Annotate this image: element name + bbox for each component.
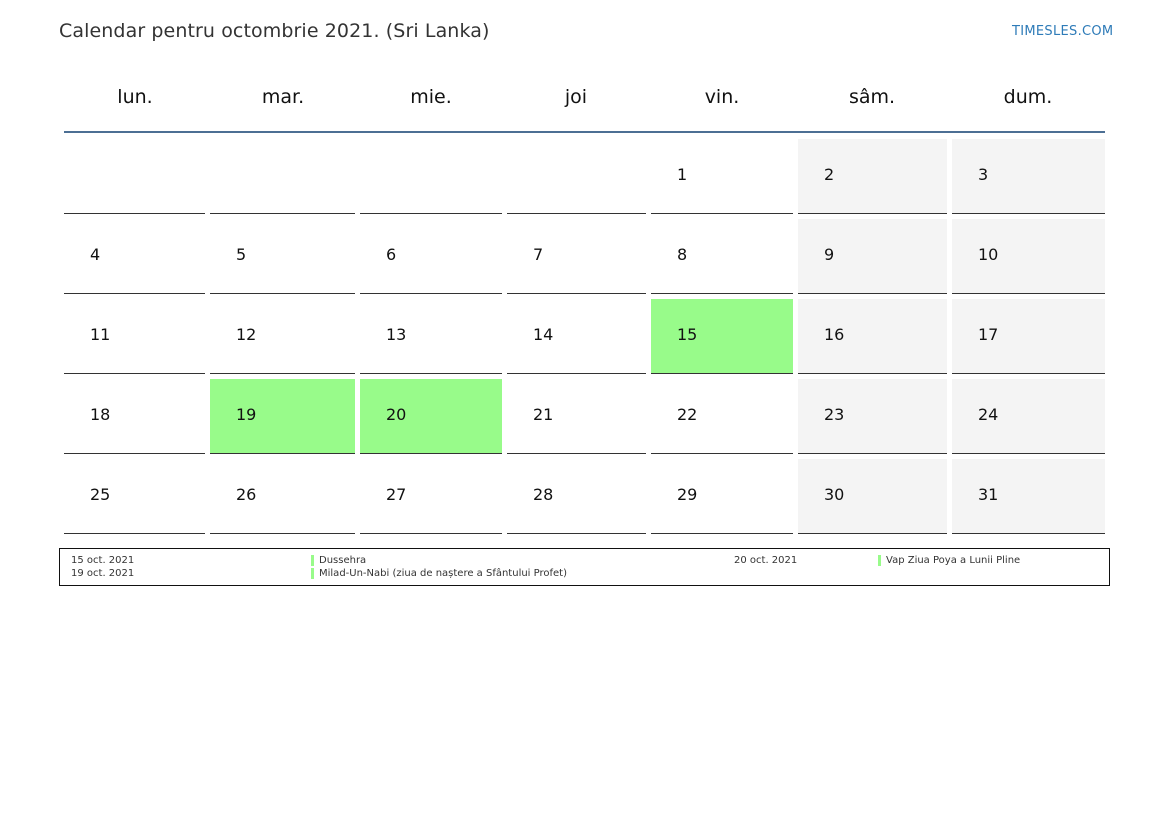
day-number: 7 <box>533 245 544 264</box>
day-cell: 23 <box>798 379 947 454</box>
day-cell: 19 <box>210 379 355 454</box>
legend-color-swatch <box>878 555 881 566</box>
page-title: Calendar pentru octombrie 2021. (Sri Lan… <box>59 20 490 42</box>
day-cell: 16 <box>798 299 947 374</box>
weekday-header: mar. <box>261 86 305 108</box>
empty-day-cell <box>360 139 502 214</box>
day-cell: 14 <box>507 299 646 374</box>
empty-day-cell <box>507 139 646 214</box>
day-number: 27 <box>386 485 407 504</box>
day-number: 4 <box>90 245 101 264</box>
day-cell: 13 <box>360 299 502 374</box>
header-rule <box>64 131 1105 133</box>
day-number: 30 <box>824 485 845 504</box>
weekday-header: joi <box>564 86 588 108</box>
day-number: 11 <box>90 325 111 344</box>
day-cell: 18 <box>64 379 205 454</box>
day-cell: 4 <box>64 219 205 294</box>
day-cell: 15 <box>651 299 793 374</box>
day-number: 20 <box>386 405 407 424</box>
day-cell: 8 <box>651 219 793 294</box>
day-number: 18 <box>90 405 111 424</box>
weekday-header: vin. <box>704 86 740 108</box>
weekday-header: dum. <box>1003 86 1053 108</box>
day-cell: 17 <box>952 299 1105 374</box>
day-cell: 26 <box>210 459 355 534</box>
empty-day-cell <box>210 139 355 214</box>
day-cell: 20 <box>360 379 502 454</box>
day-cell: 29 <box>651 459 793 534</box>
day-number: 24 <box>978 405 999 424</box>
day-number: 9 <box>824 245 835 264</box>
weekday-header: sâm. <box>848 86 896 108</box>
day-number: 26 <box>236 485 257 504</box>
day-number: 23 <box>824 405 845 424</box>
day-number: 16 <box>824 325 845 344</box>
legend-date-3: 20 oct. 2021 <box>734 555 798 566</box>
day-number: 8 <box>677 245 688 264</box>
day-cell: 27 <box>360 459 502 534</box>
day-number: 21 <box>533 405 554 424</box>
day-cell: 25 <box>64 459 205 534</box>
day-cell: 31 <box>952 459 1105 534</box>
day-cell: 2 <box>798 139 947 214</box>
day-cell: 24 <box>952 379 1105 454</box>
legend-color-swatch <box>311 568 314 579</box>
holiday-legend: 15 oct. 2021 Dussehra 19 oct. 2021 Milad… <box>59 548 1110 586</box>
day-cell: 21 <box>507 379 646 454</box>
day-cell: 12 <box>210 299 355 374</box>
day-cell: 28 <box>507 459 646 534</box>
legend-name-1: Dussehra <box>319 555 367 566</box>
day-number: 5 <box>236 245 247 264</box>
empty-day-cell <box>64 139 205 214</box>
weekday-header: mie. <box>410 86 452 108</box>
day-number: 22 <box>677 405 698 424</box>
day-number: 6 <box>386 245 397 264</box>
day-number: 15 <box>677 325 698 344</box>
day-cell: 11 <box>64 299 205 374</box>
day-number: 12 <box>236 325 257 344</box>
legend-name-2: Milad-Un-Nabi (ziua de naștere a Sfântul… <box>319 568 568 579</box>
day-number: 10 <box>978 245 999 264</box>
weekday-header: lun. <box>117 86 153 108</box>
day-cell: 30 <box>798 459 947 534</box>
day-number: 13 <box>386 325 407 344</box>
day-number: 31 <box>978 485 999 504</box>
day-number: 28 <box>533 485 554 504</box>
day-number: 25 <box>90 485 111 504</box>
day-cell: 1 <box>651 139 793 214</box>
day-cell: 7 <box>507 219 646 294</box>
day-number: 2 <box>824 165 835 184</box>
day-number: 29 <box>677 485 698 504</box>
day-cell: 10 <box>952 219 1105 294</box>
legend-date-1: 15 oct. 2021 <box>71 555 135 566</box>
day-number: 1 <box>677 165 688 184</box>
legend-date-2: 19 oct. 2021 <box>71 568 135 579</box>
day-number: 3 <box>978 165 989 184</box>
day-cell: 6 <box>360 219 502 294</box>
legend-name-3: Vap Ziua Poya a Lunii Pline <box>886 555 1021 566</box>
day-number: 14 <box>533 325 554 344</box>
day-number: 17 <box>978 325 999 344</box>
day-cell: 3 <box>952 139 1105 214</box>
day-cell: 5 <box>210 219 355 294</box>
day-cell: 22 <box>651 379 793 454</box>
day-number: 19 <box>236 405 257 424</box>
brand-link[interactable]: TIMESLES.COM <box>1012 24 1114 39</box>
legend-color-swatch <box>311 555 314 566</box>
day-cell: 9 <box>798 219 947 294</box>
